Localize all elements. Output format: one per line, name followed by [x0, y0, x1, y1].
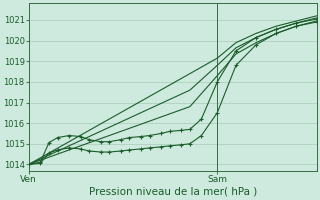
- X-axis label: Pression niveau de la mer( hPa ): Pression niveau de la mer( hPa ): [89, 187, 257, 197]
